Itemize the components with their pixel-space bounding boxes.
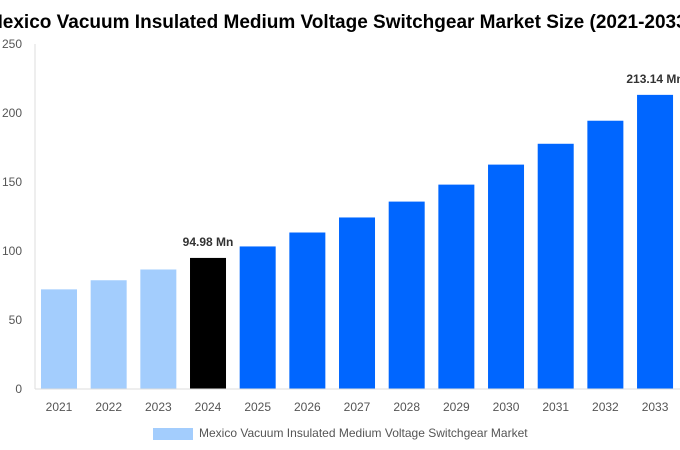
bars [41,94,674,390]
bar-2027[interactable] [339,217,376,389]
x-tick-label: 2026 [294,400,321,414]
x-tick-label: 2027 [344,400,371,414]
bar-2025[interactable] [239,246,276,389]
data-label: 94.98 Mn [183,235,234,249]
x-tick-label: 2033 [642,400,669,414]
bar-2032[interactable] [587,120,624,389]
bar-2030[interactable] [488,164,525,389]
x-tick-label: 2032 [592,400,619,414]
bar-2022[interactable] [90,280,127,389]
x-tick-label: 2025 [244,400,271,414]
x-tick-label: 2022 [95,400,122,414]
x-tick-label: 2024 [195,400,222,414]
y-tick-label: 50 [9,313,23,327]
data-label: 213.14 Mn [626,72,680,86]
data-labels: 94.98 Mn 213.14 Mn [183,72,680,249]
x-tick-label: 2021 [46,400,73,414]
y-tick-label: 150 [2,175,22,189]
x-tick-label: 2028 [393,400,420,414]
x-tick-label: 2029 [443,400,470,414]
bar-2024[interactable] [190,257,227,389]
x-axis: 2021 2022 2023 2024 2025 2026 2027 2028 2029 2030… [35,388,680,414]
bar-2026[interactable] [289,232,326,389]
chart-title: Mexico Vacuum Insulated Medium Voltage S… [0,12,680,33]
bar-2028[interactable] [388,201,425,389]
y-axis: 0 50 100 150 200 250 [2,37,36,396]
y-tick-label: 200 [2,106,22,120]
y-tick-label: 250 [2,37,22,51]
bar-2023[interactable] [140,269,177,389]
legend[interactable]: Mexico Vacuum Insulated Medium Voltage S… [153,426,528,440]
x-tick-label: 2031 [542,400,569,414]
legend-label: Mexico Vacuum Insulated Medium Voltage S… [199,426,528,440]
bar-2031[interactable] [537,143,574,389]
y-tick-label: 0 [15,382,22,396]
x-tick-label: 2023 [145,400,172,414]
bar-2021[interactable] [41,289,77,389]
legend-swatch [153,428,193,440]
y-tick-label: 100 [2,244,22,258]
x-tick-label: 2030 [493,400,520,414]
bar-2033[interactable] [637,94,674,390]
bar-2029[interactable] [438,184,475,389]
